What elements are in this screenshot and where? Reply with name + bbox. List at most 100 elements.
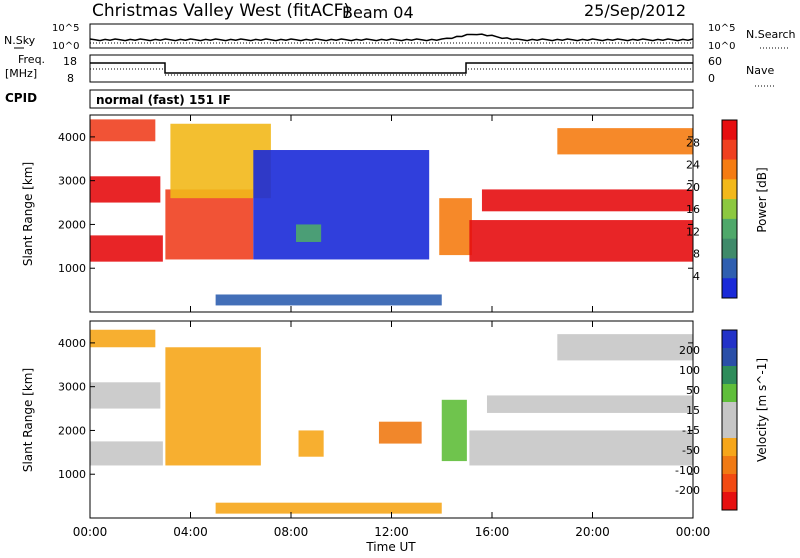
velocity-colorbar-tick: 15 (686, 404, 700, 417)
velocity-echo-band (90, 441, 163, 466)
nave-tick-bottom: 0 (708, 72, 715, 85)
power-colorbar-tick: 8 (693, 248, 700, 261)
nave-trace (90, 68, 693, 76)
power-colorbar-swatch (722, 218, 737, 240)
power-colorbar: 28 24 20 16 12 8 4 (686, 119, 738, 299)
power-echo-band (439, 198, 472, 256)
power-colorbar-tick: 4 (693, 270, 700, 283)
nave-label: Nave (746, 64, 774, 77)
nsearch-label: N.Search (746, 28, 796, 41)
date-label: 25/Sep/2012 (584, 1, 686, 20)
velocity-y-axis-label: Slant Range [km] (21, 368, 35, 472)
power-y-tick-label: 4000 (58, 131, 86, 144)
nsky-label: N.Sky (4, 34, 36, 47)
nsearch-tick-top: 10^5 (708, 23, 735, 34)
freq-tick-top: 18 (63, 55, 77, 68)
velocity-echo-band (469, 430, 693, 466)
velocity-y-tick-label: 1000 (58, 468, 86, 481)
x-tick-label: 12:00 (374, 525, 409, 539)
x-tick-label: 08:00 (274, 525, 309, 539)
velocity-echo-band (90, 382, 161, 409)
power-echo-band (469, 220, 693, 262)
freq-tick-bottom: 8 (67, 72, 74, 85)
freq-panel-frame (89, 54, 694, 83)
power-colorbar-swatch (722, 139, 737, 161)
power-echo-band (90, 119, 156, 142)
power-colorbar-frame (721, 119, 738, 299)
velocity-colorbar-tick: -50 (682, 444, 700, 457)
chart-title: Christmas Valley West (fitACF) (92, 1, 350, 21)
power-echo-band (215, 294, 442, 306)
cpid-label: CPID (5, 91, 37, 105)
velocity-colorbar-label: Velocity [m s^-1] (755, 358, 769, 462)
velocity-y-tick-label: 2000 (58, 424, 86, 437)
power-echo-band (296, 224, 322, 242)
velocity-colorbar-swatch (722, 366, 737, 385)
power-echo-band (90, 235, 163, 262)
velocity-echo-band (378, 421, 422, 444)
velocity-echo-band (486, 395, 693, 413)
power-y-tick-label: 1000 (58, 262, 86, 275)
power-y-tick-label: 2000 (58, 218, 86, 231)
cpid-panel-frame (89, 89, 694, 109)
power-colorbar-swatch (722, 238, 737, 259)
velocity-echo-band (441, 399, 467, 462)
velocity-colorbar-tick: -200 (675, 484, 700, 497)
power-echo-band (481, 189, 693, 212)
power-colorbar-swatch (722, 179, 737, 200)
velocity-colorbar-tick: -100 (675, 464, 700, 477)
freq-label-line1: Freq. (18, 53, 45, 66)
velocity-echo-band (298, 430, 324, 457)
velocity-colorbar-swatch (722, 348, 737, 367)
power-colorbar-tick: 12 (686, 225, 700, 238)
velocity-colorbar-swatch (722, 402, 737, 421)
power-echo-band (253, 150, 430, 260)
velocity-echo-band (90, 329, 156, 348)
freq-trace (90, 62, 693, 74)
power-colorbar-swatch (722, 258, 737, 279)
velocity-colorbar-tick: 50 (686, 384, 700, 397)
nsky-trace (89, 33, 694, 42)
nave-tick-top: 60 (708, 55, 722, 68)
power-colorbar-tick: 24 (686, 159, 700, 172)
x-tick-label: 04:00 (173, 525, 208, 539)
nsearch-tick-bottom: 10^0 (708, 41, 735, 52)
time-x-axis: 00:00 04:00 08:00 12:00 16:00 20:00 00:00 (73, 525, 711, 539)
velocity-heatmap (90, 329, 693, 514)
x-tick-label: 20:00 (575, 525, 610, 539)
power-heatmap (90, 119, 693, 306)
power-colorbar-swatch (722, 120, 737, 141)
noise-traces (89, 33, 694, 44)
power-colorbar-tick: 28 (686, 136, 700, 149)
velocity-colorbar-frame (721, 329, 738, 511)
velocity-colorbar-swatch (722, 438, 737, 457)
velocity-colorbar-tick: 100 (679, 364, 700, 377)
velocity-colorbar-swatch (722, 474, 737, 493)
x-tick-label: 16:00 (475, 525, 510, 539)
power-colorbar-swatch (722, 199, 737, 220)
power-y-tick-label: 3000 (58, 175, 86, 188)
velocity-colorbar-swatch (722, 456, 737, 475)
velocity-colorbar: 200 100 50 15 -15 -50 -100 -200 (675, 329, 738, 511)
velocity-y-tick-label: 4000 (58, 337, 86, 350)
power-colorbar-tick: 16 (686, 203, 700, 216)
velocity-colorbar-swatch (722, 492, 737, 511)
x-axis-label: Time UT (365, 540, 416, 554)
power-y-axis-label: Slant Range [km] (21, 162, 35, 266)
velocity-y-axis: 1000 2000 3000 4000 (58, 321, 694, 518)
x-tick-label: 00:00 (73, 525, 108, 539)
velocity-echo-band (165, 347, 261, 466)
power-colorbar-swatch (722, 159, 737, 180)
power-colorbar-tick: 20 (686, 181, 700, 194)
x-tick-label: 00:00 (676, 525, 711, 539)
velocity-colorbar-swatch (722, 420, 737, 439)
power-echo-band (90, 176, 161, 203)
power-colorbar-label: Power [dB] (755, 167, 769, 232)
power-colorbar-swatch (722, 278, 737, 299)
velocity-colorbar-tick: -15 (682, 424, 700, 437)
velocity-colorbar-swatch (722, 330, 737, 349)
nsky-tick-top: 10^5 (52, 23, 79, 34)
velocity-colorbar-swatch (722, 384, 737, 403)
freq-label-line2: [MHz] (5, 67, 37, 80)
